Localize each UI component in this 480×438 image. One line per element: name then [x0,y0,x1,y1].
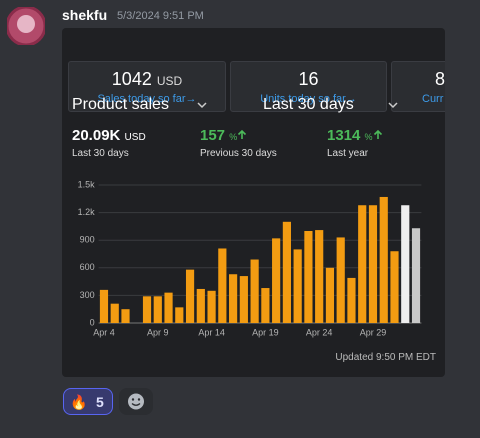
bar [390,251,399,323]
up-arrow [238,129,247,139]
x-tick-label: Apr 14 [198,327,225,337]
y-tick-label: 600 [80,262,95,272]
summary-value: 1314 [327,127,361,144]
tile-value: 16 [298,69,319,89]
bar [110,303,119,323]
y-tick-label: 1.2k [78,207,96,217]
summary-unit: % [229,132,238,142]
bar [315,230,324,323]
bar [153,296,162,323]
bar [99,289,109,323]
summary-unit: USD [124,132,146,143]
bar [250,259,259,323]
x-tick-label: Apr 29 [360,327,387,337]
tile-link[interactable]: Curr [422,93,444,105]
bar [368,205,378,323]
tile[interactable]: 8 Curr [391,61,445,112]
reaction[interactable]: 🔥 5 [63,388,113,415]
metric-select[interactable]: Product sales [72,96,169,113]
reaction-count: 5 [96,394,104,410]
tile-link[interactable]: Sales today so far→ [97,93,197,105]
bar [229,274,238,323]
summary-label: Last 30 days [72,148,129,159]
bar [272,238,281,323]
bar [239,276,248,323]
chevron [197,102,207,109]
bar [185,269,195,323]
bar [121,309,130,323]
up-arrow [373,129,382,139]
bar [347,277,356,323]
x-tick-label: Apr 19 [252,327,279,337]
bar [293,249,302,323]
tile-value: 1042 [111,69,152,89]
bar [196,288,205,323]
add-reaction[interactable] [119,388,153,415]
bar [175,307,184,323]
range-select[interactable]: Last 30 days [263,96,354,113]
summary-label: Previous 30 days [200,148,277,159]
summary-unit: % [364,132,373,142]
tile[interactable]: 1042 USD Sales today so far→ [68,61,226,112]
bar [358,205,367,323]
author[interactable]: shekfu [62,7,108,23]
summary-value: 157 [200,127,226,144]
y-tick-label: 1.5k [78,179,96,189]
summary-label: Last year [327,148,369,159]
tile-link[interactable]: Units today so far→ [260,93,357,105]
summary-value: 20.09K [72,127,121,144]
bar [401,205,410,323]
bar [411,228,421,323]
tile[interactable]: 16 Units today so far→ [230,61,387,112]
updated-note: Updated 9:50 PM EDT [335,352,436,363]
bar [218,248,227,323]
bar [282,221,291,323]
bar [207,290,216,323]
tile-unit: USD [156,74,183,88]
y-tick-label: 300 [80,290,95,300]
bar [304,231,313,323]
bar [325,267,335,323]
bar [379,196,388,323]
reaction-emoji: 🔥 [70,394,88,410]
x-tick-label: Apr 9 [147,327,169,337]
y-tick-label: 900 [80,235,95,245]
bar [261,288,270,323]
x-tick-label: Apr 24 [306,327,333,337]
avatar[interactable] [7,7,45,45]
timestamp: 5/3/2024 9:51 PM [117,10,204,22]
tile-value: 8 [435,69,445,89]
y-tick-label: 0 [90,317,95,327]
bar [164,292,173,323]
x-tick-label: Apr 4 [93,327,115,337]
bar [336,237,345,323]
chevron [388,102,398,109]
bar [142,296,152,323]
